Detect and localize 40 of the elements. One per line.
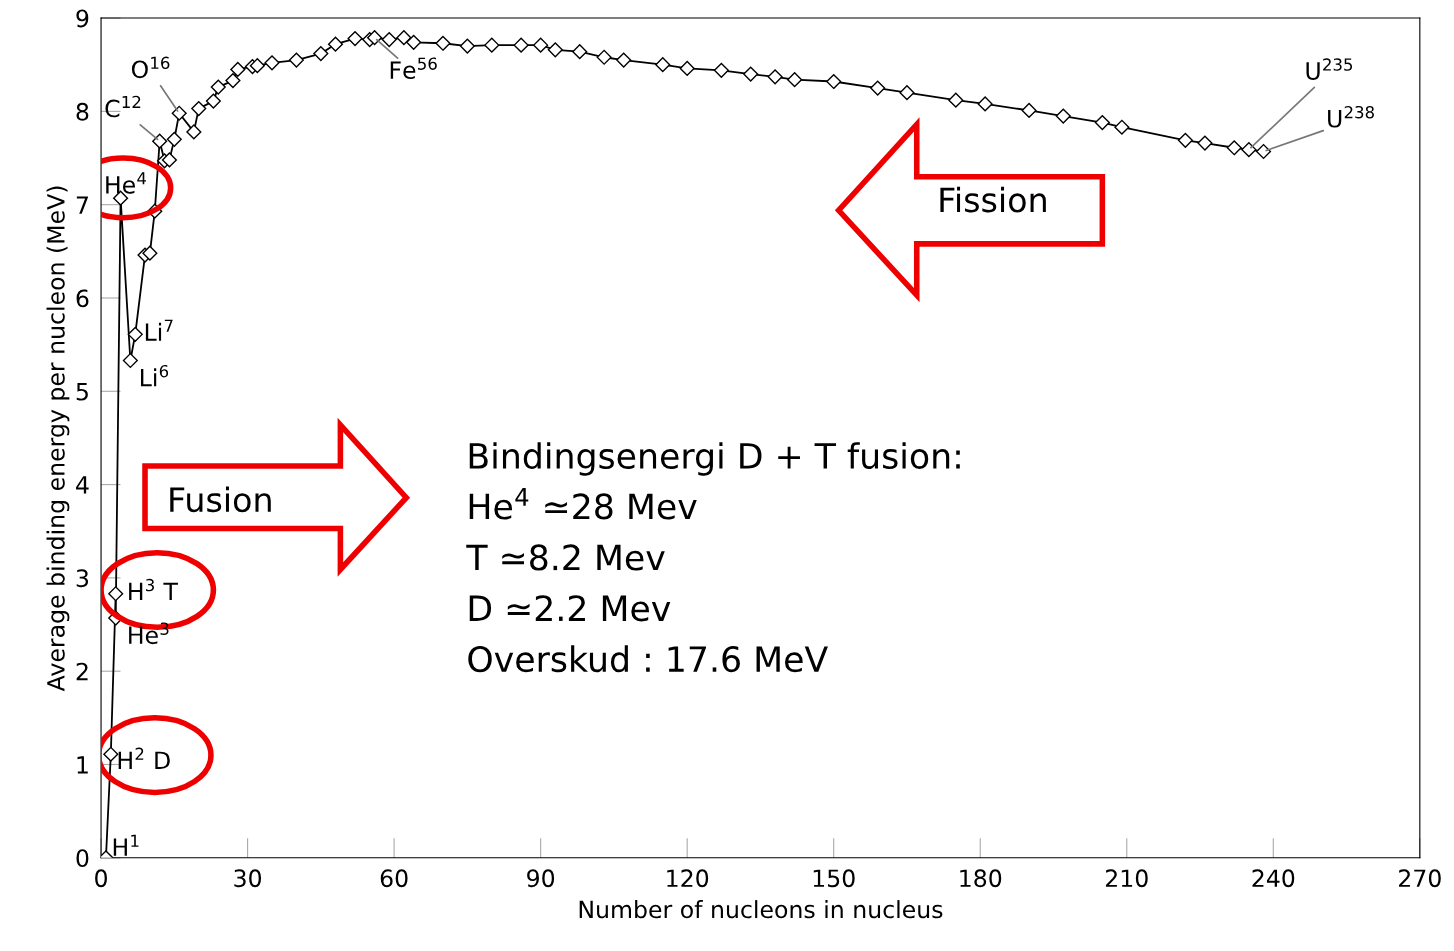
- y-tick-label: 3: [76, 569, 89, 588]
- annotation: U$^{235}$: [1306, 58, 1353, 80]
- annotation: Li$^{6}$: [141, 364, 169, 387]
- x-tick-label: 210: [1105, 869, 1148, 888]
- y-tick-label: 0: [76, 849, 89, 868]
- y-tick-label: 9: [76, 9, 89, 28]
- x-tick-label: 60: [380, 869, 408, 888]
- x-tick-label: 30: [234, 869, 262, 888]
- x-tick-label: 0: [95, 869, 107, 888]
- annotation: U$^{238}$: [1328, 105, 1374, 128]
- y-tick-label: 6: [76, 289, 89, 308]
- x-tick-label: 90: [527, 869, 555, 888]
- annotation: Fe$^{56}$: [390, 57, 437, 80]
- annotation: H$^{2}$ D: [118, 747, 170, 769]
- annotation: H$^{3}$ T: [129, 578, 178, 601]
- annotation: O$^{16}$: [131, 56, 170, 79]
- y-tick-label: 2: [76, 662, 88, 681]
- annotation: T ≃8.2 Mev: [466, 544, 665, 571]
- annotation: Fission: [940, 186, 1046, 213]
- annotation: Overskud : 17.6 MeV: [468, 645, 828, 673]
- annotation: C$^{12}$: [105, 95, 141, 118]
- x-tick-label: 180: [960, 869, 1002, 888]
- y-tick-label: 8: [76, 102, 89, 121]
- annotation: He$^{4}$: [106, 172, 147, 194]
- y-tick-label: 7: [76, 196, 88, 214]
- annotation: H$^{1}$: [113, 834, 139, 856]
- annotation: D ≃2.2 Mev: [469, 595, 671, 622]
- x-tick-label: 270: [1399, 869, 1441, 888]
- y-axis-title: Average binding energy per nucleon (MeV): [46, 186, 70, 692]
- x-tick-label: 120: [667, 869, 709, 888]
- y-tick-label: 5: [76, 383, 88, 401]
- y-tick-label: 4: [76, 476, 89, 494]
- annotation: He$^{4}$ ≃28 Mev: [469, 488, 697, 520]
- annotation: Bindingsenergi D + T fusion:: [469, 442, 960, 476]
- x-axis-title: Number of nucleons in nucleus: [579, 900, 943, 919]
- x-tick-label: 240: [1252, 869, 1295, 888]
- annotation: Li$^{7}$: [145, 319, 173, 341]
- y-tick-label: 1: [77, 756, 88, 774]
- annotation: Fusion: [170, 486, 271, 513]
- x-tick-label: 150: [813, 869, 855, 888]
